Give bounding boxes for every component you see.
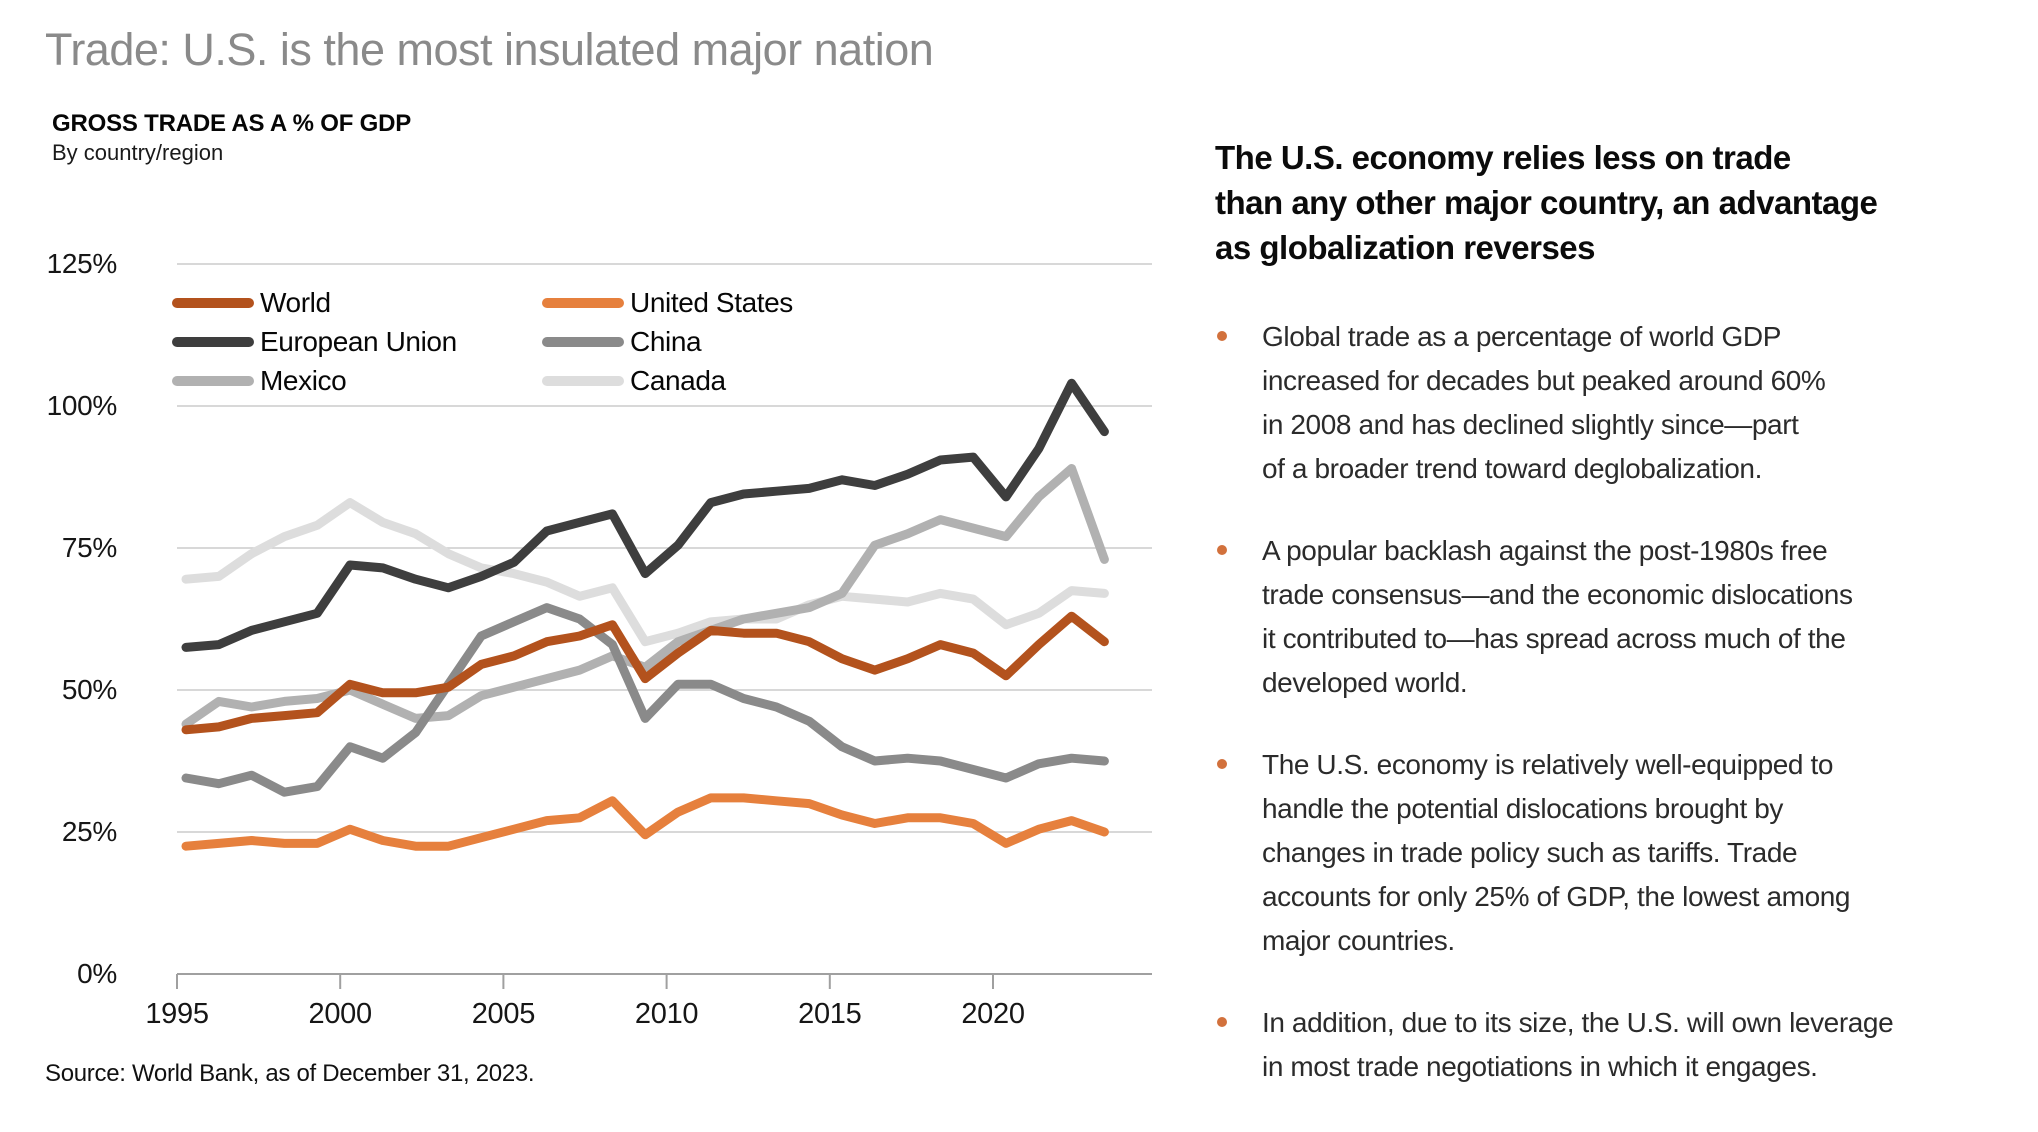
bullet-item: A popular backlash against the post-1980… (1215, 529, 2025, 705)
y-axis-label: 125% (46, 248, 118, 279)
legend-label: Mexico (260, 364, 347, 396)
series-line-united-states (181, 793, 1109, 851)
legend-item-china: China (542, 325, 912, 357)
x-axis-label: 2000 (308, 998, 373, 1030)
right-panel-heading: The U.S. economy relies less on trade th… (1215, 139, 1878, 266)
bullet-item: Global trade as a percentage of world GD… (1215, 315, 2025, 491)
page-title: Trade: U.S. is the most insulated major … (45, 24, 934, 75)
x-axis-label: 2015 (798, 998, 862, 1030)
x-axis-label: 1995 (145, 998, 209, 1030)
legend-swatch-icon (542, 375, 624, 386)
series-line-european-union (181, 378, 1109, 652)
series-line-canada (181, 498, 1109, 647)
chart-heading: GROSS TRADE AS A % OF GDP (52, 110, 412, 137)
legend-swatch-icon (172, 375, 254, 386)
chart-subheading: By country/region (52, 140, 224, 165)
y-axis-label: 0% (77, 958, 117, 989)
bullet-dot-icon (1217, 331, 1227, 341)
legend-label: European Union (260, 325, 457, 357)
x-axis-label: 2020 (961, 998, 1025, 1030)
legend-item-united-states: United States (542, 286, 912, 318)
y-axis-label: 100% (46, 390, 118, 421)
legend-label: World (260, 286, 331, 318)
y-axis-label: 25% (61, 816, 117, 847)
legend-swatch-icon (172, 297, 254, 308)
bullet-list: Global trade as a percentage of world GD… (1215, 315, 2025, 1127)
legend-label: United States (630, 286, 793, 318)
bullet-text: The U.S. economy is relatively well-equi… (1262, 749, 1851, 956)
bullet-dot-icon (1217, 759, 1227, 769)
legend-item-mexico: Mexico (172, 364, 542, 396)
x-axis-label: 2010 (634, 998, 699, 1030)
y-axis-label: 50% (61, 674, 117, 705)
legend-swatch-icon (542, 297, 624, 308)
right-panel: The U.S. economy relies less on trade th… (1215, 135, 2025, 1082)
series-line-world (181, 611, 1109, 735)
series-line-china (181, 603, 1109, 797)
x-axis-label: 2005 (471, 998, 536, 1030)
legend-label: China (630, 325, 702, 357)
legend-swatch-icon (172, 336, 254, 347)
legend-item-world: World (172, 286, 542, 318)
legend-swatch-icon (542, 336, 624, 347)
bullet-item: The U.S. economy is relatively well-equi… (1215, 743, 2025, 963)
bullet-text: In addition, due to its size, the U.S. w… (1262, 1007, 1894, 1082)
chart-legend: World United States European Union China Mex… (172, 286, 942, 396)
legend-item-european-union: European Union (172, 325, 542, 357)
bullet-text: Global trade as a percentage of world GD… (1262, 321, 1826, 484)
bullet-item: In addition, due to its size, the U.S. w… (1215, 1001, 2025, 1089)
bullet-dot-icon (1217, 545, 1227, 555)
source-note: Source: World Bank, as of December 31, 2… (45, 1060, 535, 1087)
y-axis-label: 75% (61, 532, 117, 563)
bullet-dot-icon (1217, 1017, 1227, 1027)
bullet-text: A popular backlash against the post-1980… (1262, 535, 1853, 698)
legend-label: Canada (630, 364, 726, 396)
legend-item-canada: Canada (542, 364, 912, 396)
